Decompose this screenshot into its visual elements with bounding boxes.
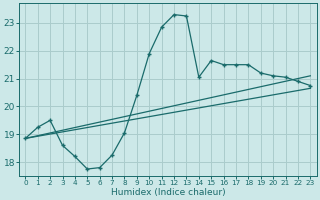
X-axis label: Humidex (Indice chaleur): Humidex (Indice chaleur): [110, 188, 225, 197]
